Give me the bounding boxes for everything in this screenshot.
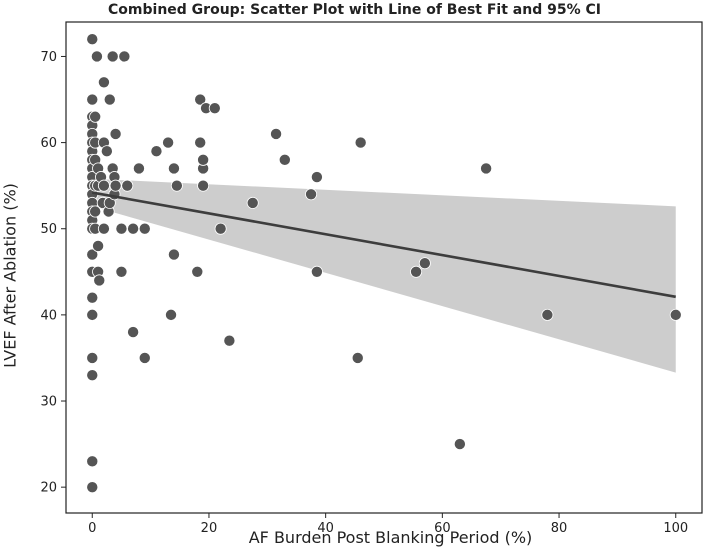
data-point — [278, 153, 291, 166]
data-point — [127, 326, 140, 339]
y-tick-label: 70 — [40, 50, 57, 65]
data-point — [310, 265, 323, 278]
data-point — [310, 171, 323, 184]
data-point — [208, 102, 221, 115]
data-point — [354, 136, 367, 149]
fit-line-layer — [92, 191, 676, 299]
y-tick-label: 40 — [40, 308, 57, 323]
data-point — [167, 162, 180, 175]
data-point — [106, 50, 119, 63]
points-layer — [86, 33, 682, 494]
x-tick-label: 80 — [551, 521, 568, 536]
data-point — [86, 93, 99, 106]
data-point — [97, 76, 110, 89]
data-point — [100, 145, 113, 158]
data-point — [86, 33, 99, 46]
data-point — [541, 308, 554, 321]
data-point — [89, 110, 102, 123]
data-point — [86, 481, 99, 494]
data-point — [150, 145, 163, 158]
y-tick-label: 50 — [40, 222, 57, 237]
data-point — [115, 265, 128, 278]
data-point — [90, 50, 103, 63]
data-point — [86, 369, 99, 382]
data-point — [109, 179, 122, 192]
data-point — [162, 136, 175, 149]
data-point — [480, 162, 493, 175]
data-point — [197, 179, 210, 192]
data-point — [165, 308, 178, 321]
data-point — [86, 351, 99, 364]
x-axis-label: AF Burden Post Blanking Period (%) — [248, 528, 533, 547]
data-point — [86, 248, 99, 261]
data-point — [93, 274, 106, 287]
data-point — [453, 438, 466, 451]
data-point — [418, 257, 431, 270]
x-axis-ticks: 0 20 40 60 80 100 — [88, 513, 688, 536]
y-tick-label: 30 — [40, 395, 57, 410]
data-point — [214, 222, 227, 235]
data-point — [89, 205, 102, 218]
data-point — [109, 127, 122, 140]
data-point — [132, 162, 145, 175]
data-point — [92, 239, 105, 252]
y-axis-ticks: 20 30 40 50 60 70 — [40, 50, 66, 496]
data-point — [194, 93, 207, 106]
data-point — [138, 222, 151, 235]
data-point — [170, 179, 183, 192]
data-point — [115, 222, 128, 235]
data-point — [410, 265, 423, 278]
data-point — [305, 188, 318, 201]
data-point — [270, 127, 283, 140]
data-point — [167, 248, 180, 261]
data-point — [86, 291, 99, 304]
data-point — [223, 334, 236, 347]
data-point — [191, 265, 204, 278]
data-point — [97, 222, 110, 235]
data-point — [118, 50, 131, 63]
x-tick-label: 0 — [88, 521, 96, 536]
data-point — [246, 196, 259, 209]
x-tick-label: 20 — [201, 521, 218, 536]
data-point — [86, 455, 99, 468]
chart-title: Combined Group: Scatter Plot with Line o… — [108, 2, 601, 18]
plot-frame — [65, 21, 703, 514]
x-tick-label: 60 — [434, 521, 451, 536]
data-point — [97, 179, 110, 192]
y-axis-label: LVEF After Ablation (%) — [0, 183, 20, 368]
data-point — [86, 308, 99, 321]
data-point — [138, 351, 151, 364]
x-tick-label: 40 — [317, 521, 334, 536]
data-point — [351, 351, 364, 364]
data-point — [103, 93, 116, 106]
data-point — [127, 222, 140, 235]
data-point — [121, 179, 134, 192]
data-point — [197, 153, 210, 166]
best-fit-line — [92, 191, 676, 299]
y-tick-label: 60 — [40, 136, 57, 151]
data-point — [669, 308, 682, 321]
confidence-band — [92, 178, 676, 373]
confidence-band-layer — [92, 178, 676, 373]
data-point — [194, 136, 207, 149]
y-tick-label: 20 — [40, 481, 57, 496]
x-tick-label: 100 — [663, 521, 688, 536]
